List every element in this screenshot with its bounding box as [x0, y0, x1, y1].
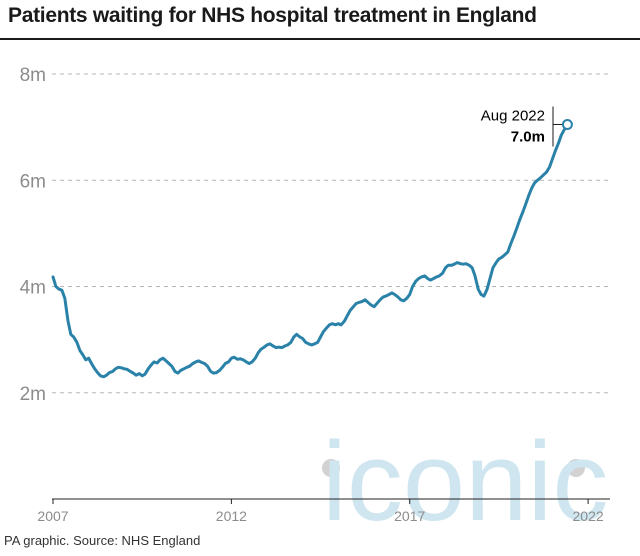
watermark-text: iconic: [322, 419, 608, 530]
annotation-date: Aug 2022: [481, 107, 545, 124]
y-tick-label: 4m: [20, 278, 46, 299]
watermark: iconic: [322, 419, 608, 530]
annotation-value: 7.0m: [511, 128, 545, 145]
y-axis-labels: 2m 4m 6m 8m: [20, 65, 46, 405]
y-tick-label: 2m: [20, 384, 46, 405]
x-tick-label: 2017: [394, 508, 425, 524]
x-axis-labels: 2007 2012 2017 2022: [37, 499, 604, 524]
source-footer: PA graphic. Source: NHS England: [4, 533, 201, 548]
y-tick-label: 6m: [20, 171, 46, 192]
line-chart: iconic 2m 4m 6m 8m 2007 2012 2017 2022 Aug 202…: [20, 65, 610, 530]
x-tick-label: 2007: [37, 508, 68, 524]
grid-lines: [52, 73, 610, 500]
end-point-marker: [561, 118, 573, 130]
annotation: Aug 2022 7.0m: [481, 106, 573, 147]
series-line: [51, 123, 569, 379]
x-tick-label: 2012: [216, 508, 247, 524]
x-tick-label: 2022: [573, 508, 604, 524]
chart-title: Patients waiting for NHS hospital treatm…: [8, 4, 537, 27]
y-tick-label: 8m: [20, 65, 46, 86]
watermark-dot-right: [567, 459, 585, 477]
title-divider: [0, 38, 640, 40]
watermark-dot-left: [322, 459, 340, 477]
